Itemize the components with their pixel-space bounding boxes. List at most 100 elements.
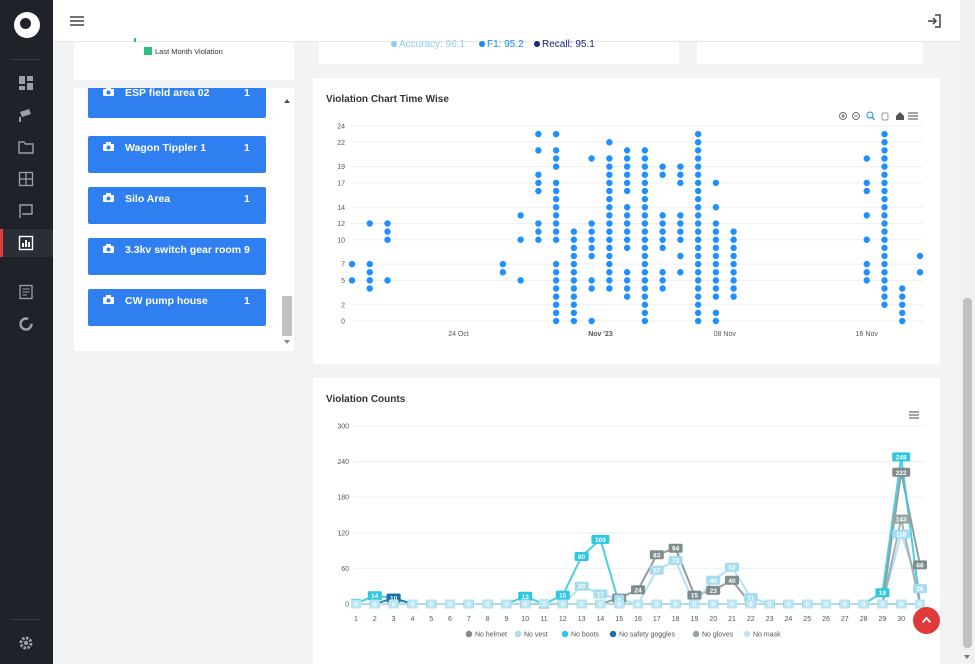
data-label-box [388,599,399,609]
camera-item[interactable]: CW pump house 1 [88,289,266,326]
camera-item[interactable]: ESP field area 02 1 [88,88,266,118]
data-label: 0 [467,602,471,609]
x-tick-label: 26 [822,616,830,623]
scatter-point [641,228,649,235]
data-label: 0 [411,602,415,609]
camera-item[interactable]: Silo Area 1 [88,187,266,224]
legend-label: No safety goggles [619,632,676,639]
dashboard-icon[interactable] [18,75,34,91]
scatter-point [694,309,702,317]
x-tick-label: 10 [521,616,529,623]
data-label: 62 [728,565,736,572]
scatter-point [694,277,702,284]
scroll-up-arrow[interactable] [284,99,290,103]
x-tick-label: 29 [879,616,887,623]
data-label: 10 [390,596,398,603]
metric-f1-label: F1: 95.2 [487,39,524,50]
chart-menu-icon[interactable] [908,112,918,120]
violation-counts-chart-card: Violation Counts 0 60 120 180 240 300 1 2 3 4 5 6 7 8… [313,378,940,664]
legend-label: No gloves [702,632,734,639]
camera-icon [103,295,114,304]
report-flag-icon[interactable] [18,203,34,219]
zoom-in-icon[interactable] [839,112,847,120]
scatter-point [694,195,702,203]
back-to-top-button[interactable] [913,607,940,634]
scatter-point [623,147,631,154]
scatter-point [881,228,888,235]
scatter-point [694,285,702,292]
camera-cctv-icon[interactable] [18,107,34,123]
scatter-point [712,293,720,300]
scatter-point [606,277,613,284]
selection-zoom-icon[interactable] [866,111,875,121]
data-label-box [725,575,739,585]
scatter-point [881,204,888,211]
scatter-point [881,139,888,146]
data-label: 0 [561,602,565,609]
scatter-point [677,179,684,187]
analytics-chart-icon[interactable] [18,235,34,251]
scatter-point [552,195,560,203]
scatter-point [863,155,870,162]
scatter-point [606,260,613,268]
legend-bar-fragment [134,38,136,42]
data-label-box [576,599,587,609]
data-label-box [539,598,549,608]
data-label: 0 [354,602,358,609]
scatter-point [881,293,888,300]
data-label: 24 [634,587,642,594]
chart-toolbar [839,111,918,121]
grid-icon[interactable] [18,171,34,187]
data-label: 109 [595,537,606,544]
list-scrollbar[interactable] [282,96,292,346]
settings-gear-icon[interactable] [18,635,34,651]
chart-menu-icon[interactable] [908,410,920,420]
data-label-box [591,534,610,544]
data-label-box [351,599,361,609]
logout-icon[interactable] [926,13,942,29]
folder-icon[interactable] [18,139,34,155]
x-tick-label: 16 [634,616,642,623]
data-label: 0 [523,602,527,609]
reset-home-icon[interactable] [896,112,904,120]
data-label: 0 [918,602,922,609]
scroll-thumb[interactable] [282,296,292,336]
scatter-point [694,269,702,276]
x-tick-label: 2 [373,616,377,623]
pan-hand-icon[interactable] [881,112,889,121]
page-scroll-thumb[interactable] [963,298,972,648]
scatter-point [881,155,888,162]
hamburger-menu-icon[interactable] [69,13,85,29]
scatter-point [641,179,649,187]
y-tick-label: 12 [337,221,345,228]
app-logo[interactable] [14,12,40,38]
zoom-out-icon[interactable] [852,112,860,120]
scatter-point [694,163,702,170]
scatter-point [712,309,720,317]
page-scroll-down-arrow[interactable] [962,653,972,661]
scatter-point [606,236,613,243]
scatter-point [517,236,524,243]
x-tick-label: 13 [578,616,586,623]
scatter-point [641,277,649,284]
y-tick-label: 0 [345,602,349,609]
x-tick-label: 9 [504,616,508,623]
scatter-point [881,244,888,252]
camera-item[interactable]: 3.3kv switch gear room 9 [88,238,266,275]
refresh-icon[interactable] [18,316,34,332]
scatter-point [659,212,666,219]
document-icon[interactable] [18,284,34,300]
scatter-point [535,236,542,243]
data-label-box [555,590,570,600]
scatter-point [606,179,613,187]
x-tick-label: 22 [747,616,755,623]
scatter-point [641,260,649,268]
scroll-down-arrow[interactable] [284,340,290,344]
scatter-point [641,301,649,308]
camera-item[interactable]: Wagon Tippler 1 1 [88,136,266,173]
scatter-point [659,269,666,276]
data-label: 0 [674,602,678,609]
data-label: 1 [542,601,546,608]
y-tick-label: 22 [337,140,345,147]
data-label: 0 [373,602,377,609]
